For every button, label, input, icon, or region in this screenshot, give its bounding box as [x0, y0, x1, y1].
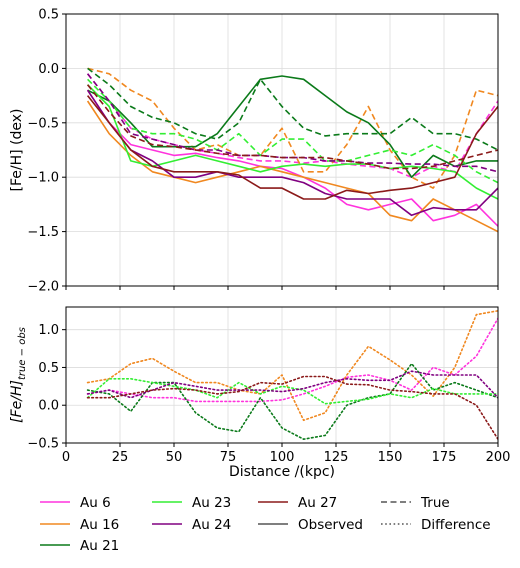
x-tick-label: 175	[432, 450, 457, 465]
series-line-au-24-solid	[86, 89, 498, 217]
series-line-au-16-dotted	[86, 310, 498, 422]
y-tick-label: −0.5	[27, 437, 59, 452]
y-tick-label: 0.0	[38, 399, 59, 414]
legend-label-au-23: Au 23	[192, 495, 231, 511]
y-tick-label: −2.0	[27, 280, 59, 295]
legend-label-au-16: Au 16	[80, 517, 119, 533]
x-tick-label: 0	[62, 450, 70, 465]
legend: Au 6 Au 16 Au 21 Au 23 Au 24 Au 27 Observed Tru…	[40, 495, 491, 554]
legend-label-au-6: Au 6	[80, 495, 111, 511]
series-line-au-24-dotted	[86, 370, 498, 399]
legend-label-au-24: Au 24	[192, 517, 231, 533]
series-line-au-27-dashed	[86, 84, 498, 170]
series-group	[86, 310, 498, 440]
series-line-au-6-dashed	[86, 73, 498, 178]
series-line-au-16-solid	[86, 100, 498, 233]
y-axis-label-subscript: true − obs	[17, 327, 28, 380]
y-tick-label: −1.5	[27, 225, 59, 240]
legend-label-difference: Difference	[421, 517, 491, 533]
legend-label-au-27: Au 27	[298, 495, 337, 511]
legend-label-au-21: Au 21	[80, 538, 119, 554]
series-group	[86, 67, 498, 233]
y-axis-label: [Fe/H]true − obs	[9, 327, 28, 423]
legend-label-observed: Observed	[298, 517, 363, 533]
x-tick-label: 150	[378, 450, 403, 465]
bottom-panel: 1.0 0.5 0.0 −0.50 25 50 75 100 125 150 175 200 Dista…	[9, 306, 511, 480]
legend-label-true: True	[420, 495, 450, 511]
x-tick-label: 125	[324, 450, 349, 465]
series-line-au-27-solid	[86, 95, 498, 200]
x-tick-label: 75	[220, 450, 237, 465]
y-tick-label: 0.5	[38, 8, 59, 23]
y-tick-label: 0.5	[38, 361, 59, 376]
y-axis-label-main: [Fe/H]	[9, 380, 25, 423]
y-tick-label: 0.0	[38, 62, 59, 77]
y-tick-label: −0.5	[27, 116, 59, 131]
x-axis-label: Distance /(kpc)	[229, 464, 335, 480]
series-line-au-16-dashed	[87, 67, 498, 189]
series-line-au-6-solid	[86, 89, 498, 227]
series-line-au-23-dotted	[86, 378, 498, 405]
x-tick-label: 50	[166, 450, 183, 465]
series-line-au-23-solid	[87, 84, 498, 200]
y-tick-label: 1.0	[38, 323, 59, 338]
x-tick-label: 25	[112, 450, 129, 465]
y-axis-label: [Fe/H] (dex)	[9, 109, 25, 192]
x-tick-label: 200	[486, 450, 511, 465]
series-line-au-23-dashed	[87, 78, 498, 184]
series-line-au-21-dashed	[87, 67, 498, 151]
y-tick-label: −1.0	[27, 171, 59, 186]
series-line-au-21-solid	[87, 75, 498, 178]
top-panel: 0.5 0.0 −0.5 −1.0 −1.5 −2.0 [Fe/H] (dex)	[9, 8, 499, 295]
x-tick-label: 100	[270, 450, 295, 465]
series-line-au-27-dotted	[86, 375, 498, 440]
